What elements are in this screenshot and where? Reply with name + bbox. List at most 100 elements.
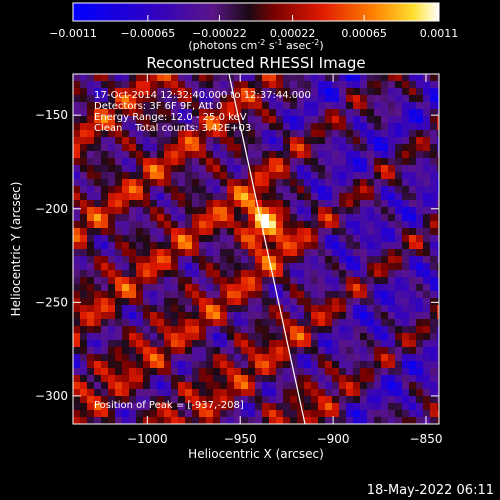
heatmap-cell [290, 354, 297, 361]
heatmap-cell [80, 361, 87, 368]
heatmap-cell [409, 214, 416, 221]
heatmap-cell [206, 389, 213, 396]
heatmap-cell [108, 193, 115, 200]
heatmap-cell [423, 186, 430, 193]
heatmap-cell [395, 319, 402, 326]
heatmap-cell [199, 270, 206, 277]
heatmap-cell [115, 312, 122, 319]
heatmap-cell [325, 116, 332, 123]
heatmap-cell [94, 200, 101, 207]
heatmap-cell [241, 277, 248, 284]
heatmap-cell [199, 277, 206, 284]
heatmap-cell [129, 137, 136, 144]
heatmap-cell [402, 305, 409, 312]
heatmap-cell [430, 361, 437, 368]
colorbar-tick-label: 0.0011 [420, 27, 459, 40]
heatmap-cell [297, 242, 304, 249]
heatmap-cell [185, 375, 192, 382]
heatmap-cell [108, 200, 115, 207]
heatmap-cell [122, 270, 129, 277]
heatmap-cell [304, 214, 311, 221]
heatmap-cell [430, 144, 437, 151]
heatmap-cell [423, 200, 430, 207]
heatmap-cell [276, 102, 283, 109]
heatmap-cell [339, 312, 346, 319]
heatmap-cell [101, 200, 108, 207]
heatmap-cell [171, 403, 178, 410]
heatmap-cell [276, 88, 283, 95]
heatmap-cell [178, 74, 185, 81]
heatmap-cell [192, 410, 199, 417]
heatmap-cell [269, 284, 276, 291]
heatmap-cell [129, 130, 136, 137]
heatmap-cell [80, 144, 87, 151]
heatmap-cell [192, 193, 199, 200]
heatmap-cell [374, 382, 381, 389]
heatmap-cell [171, 361, 178, 368]
heatmap-cell [311, 396, 318, 403]
heatmap-cell [94, 165, 101, 172]
heatmap-cell [276, 389, 283, 396]
heatmap-cell [255, 312, 262, 319]
heatmap-cell [164, 116, 171, 123]
heatmap-cell [220, 207, 227, 214]
heatmap-cell [353, 270, 360, 277]
heatmap-cell [73, 347, 80, 354]
heatmap-cell [178, 228, 185, 235]
heatmap-cell [227, 354, 234, 361]
heatmap-cell [339, 235, 346, 242]
heatmap-cell [353, 137, 360, 144]
heatmap-cell [430, 333, 437, 340]
heatmap-cell [199, 347, 206, 354]
heatmap-cell [416, 214, 423, 221]
heatmap-cell [248, 235, 255, 242]
heatmap-cell [157, 74, 164, 81]
heatmap-cell [108, 417, 115, 424]
heatmap-cell [192, 389, 199, 396]
heatmap-cell [150, 396, 157, 403]
heatmap-cell [304, 235, 311, 242]
heatmap-cell [94, 291, 101, 298]
heatmap-cell [290, 88, 297, 95]
heatmap-cell [290, 291, 297, 298]
heatmap-cell [255, 417, 262, 424]
heatmap-cell [206, 354, 213, 361]
heatmap-cell [73, 186, 80, 193]
heatmap-cell [374, 186, 381, 193]
heatmap-cell [311, 270, 318, 277]
heatmap-cell [339, 81, 346, 88]
heatmap-cell [297, 368, 304, 375]
heatmap-cell [80, 249, 87, 256]
heatmap-cell [108, 228, 115, 235]
heatmap-cell [164, 235, 171, 242]
heatmap-cell [269, 137, 276, 144]
heatmap-cell [87, 312, 94, 319]
heatmap-cell [409, 172, 416, 179]
heatmap-cell [402, 361, 409, 368]
heatmap-cell [136, 109, 143, 116]
heatmap-cell [325, 214, 332, 221]
heatmap-cell [409, 130, 416, 137]
heatmap-cell [171, 109, 178, 116]
heatmap-cell [423, 361, 430, 368]
heatmap-cell [178, 109, 185, 116]
heatmap-cell [430, 179, 437, 186]
heatmap-cell [339, 158, 346, 165]
heatmap-cell [157, 151, 164, 158]
heatmap-cell [108, 116, 115, 123]
heatmap-cell [297, 270, 304, 277]
heatmap-cell [101, 123, 108, 130]
heatmap-cell [395, 95, 402, 102]
heatmap-cell [269, 417, 276, 424]
heatmap-cell [395, 333, 402, 340]
heatmap-cell [290, 137, 297, 144]
heatmap-cell [269, 186, 276, 193]
heatmap-cell [297, 81, 304, 88]
heatmap-cell [108, 172, 115, 179]
heatmap-cell [388, 235, 395, 242]
heatmap-cell [234, 340, 241, 347]
heatmap-cell [353, 347, 360, 354]
colorbar-tick-label: −0.00022 [192, 27, 247, 40]
heatmap-cell [80, 263, 87, 270]
